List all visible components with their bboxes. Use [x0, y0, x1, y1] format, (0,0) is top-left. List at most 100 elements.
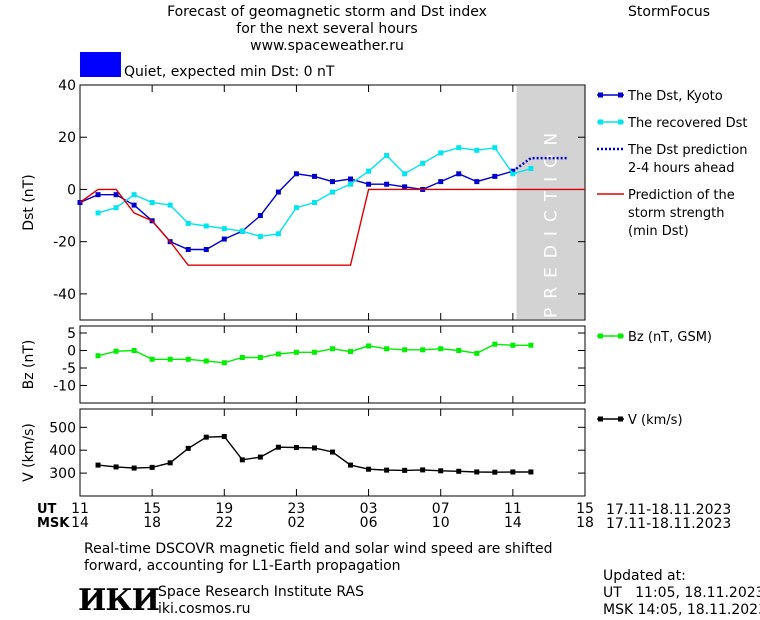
data-point-dst-0	[438, 179, 444, 185]
msk-tick-label: 22	[215, 515, 233, 531]
brand-name: StormFocus	[628, 4, 711, 20]
data-point-dst-1	[330, 189, 335, 195]
iki-logo: ИКИ	[78, 583, 160, 618]
ut-tick-label: 15	[576, 501, 594, 517]
data-point-bz-0	[474, 350, 480, 356]
ut-tick-label: 07	[432, 501, 450, 517]
msk-tick-label: 06	[360, 515, 378, 531]
series-line-dst-0	[79, 170, 514, 251]
legend-marker-dst-1	[618, 119, 623, 125]
data-point-dst-0	[113, 192, 119, 198]
legend-label-dst-3: storm strength	[628, 206, 725, 221]
legend-marker-v-0	[618, 416, 623, 422]
y-axis-label-dst: Dst (nT)	[21, 174, 37, 230]
data-point-dst-1	[221, 226, 227, 232]
msk-tick-label: 14	[71, 515, 89, 531]
updated-label: Updated at:	[603, 568, 686, 584]
data-point-v-0	[474, 469, 480, 475]
data-point-v-0	[203, 434, 209, 440]
data-point-v-0	[438, 468, 444, 474]
ut-tick-label: 19	[215, 501, 233, 517]
data-point-dst-0	[275, 189, 281, 195]
data-point-dst-1	[492, 145, 498, 151]
chart-title-line1: Forecast of geomagnetic storm and Dst in…	[167, 4, 487, 20]
prediction-band	[516, 86, 585, 319]
data-point-bz-0	[149, 356, 155, 362]
data-point-dst-1	[348, 181, 354, 187]
y-axis-label-bz: Bz (nT)	[21, 340, 37, 390]
data-point-v-0	[330, 449, 335, 455]
data-point-dst-0	[293, 171, 299, 177]
legend-label-dst-0: The Dst, Kyoto	[627, 89, 723, 104]
data-point-v-0	[149, 464, 155, 470]
data-point-bz-0	[420, 347, 426, 353]
y-axis-label-v: V (km/s)	[21, 423, 37, 482]
data-point-v-0	[131, 465, 137, 471]
data-point-bz-0	[384, 346, 390, 352]
msk-date-range: 17.11-18.11.2023	[606, 516, 732, 532]
y-tick-label-v: 500	[49, 420, 76, 436]
data-point-bz-0	[185, 356, 191, 362]
data-point-dst-1	[149, 200, 155, 205]
msk-tick-label: 18	[143, 515, 161, 531]
data-point-dst-0	[366, 181, 372, 187]
status-text: Quiet, expected min Dst: 0 nT	[124, 64, 335, 80]
ut-tick-label: 23	[288, 501, 306, 517]
y-tick-label-dst: 0	[67, 182, 76, 198]
y-tick-label-bz: -10	[53, 379, 76, 395]
data-point-bz-0	[203, 358, 209, 364]
data-point-dst-1	[275, 231, 281, 237]
y-tick-label-bz: 5	[67, 326, 76, 342]
data-point-bz-0	[113, 348, 119, 354]
prediction-label: PREDICTION	[541, 124, 561, 318]
series-line-v-0	[97, 435, 531, 473]
data-point-dst-1	[257, 233, 263, 239]
data-point-dst-1	[474, 147, 480, 153]
msk-tick-label: 10	[432, 515, 450, 531]
data-point-bz-0	[330, 346, 335, 352]
data-point-bz-0	[95, 353, 101, 359]
data-point-v-0	[311, 445, 317, 451]
data-point-bz-0	[131, 348, 137, 353]
data-point-v-0	[510, 469, 516, 475]
data-point-bz-0	[438, 346, 444, 352]
data-point-dst-1	[113, 205, 119, 211]
series-line-dst-1	[97, 146, 532, 238]
status-color-box	[80, 52, 121, 77]
ut-tick-label: 03	[360, 501, 378, 517]
legend-marker-dst-0	[618, 92, 623, 98]
data-point-v-0	[366, 466, 372, 472]
data-point-dst-1	[528, 166, 534, 172]
data-point-bz-0	[402, 347, 408, 353]
data-point-bz-0	[366, 343, 372, 349]
data-point-dst-0	[257, 213, 263, 219]
institute-name: Space Research Institute RAS	[158, 584, 364, 600]
data-point-dst-0	[185, 247, 191, 252]
data-point-bz-0	[167, 356, 173, 362]
data-point-dst-1	[185, 220, 191, 226]
y-tick-label-dst: -20	[53, 235, 76, 251]
data-point-dst-1	[366, 168, 372, 174]
data-point-dst-1	[203, 223, 209, 229]
data-point-bz-0	[456, 348, 462, 353]
panel-frame-bz	[79, 325, 586, 404]
data-point-v-0	[167, 460, 173, 466]
data-point-dst-1	[438, 150, 444, 156]
legend-marker-bz-0	[618, 333, 623, 339]
data-point-dst-0	[402, 184, 408, 190]
updated-msk: MSK 14:05, 18.11.2023	[603, 602, 760, 618]
data-point-v-0	[95, 462, 101, 468]
footer-note-line2: forward, accounting for L1-Earth propaga…	[84, 558, 401, 574]
ut-tick-label: 15	[143, 501, 161, 517]
legend-label-bz-0: Bz (nT, GSM)	[628, 330, 712, 345]
y-tick-label-v: 300	[49, 466, 76, 482]
data-point-v-0	[275, 444, 281, 450]
ut-tick-label: 11	[71, 501, 89, 517]
legend-label-dst-1: The recovered Dst	[627, 116, 747, 131]
data-point-dst-0	[348, 176, 354, 182]
series-line-dst-2	[512, 156, 567, 173]
data-point-bz-0	[492, 341, 498, 347]
data-point-dst-0	[456, 171, 462, 177]
data-point-bz-0	[257, 355, 263, 360]
